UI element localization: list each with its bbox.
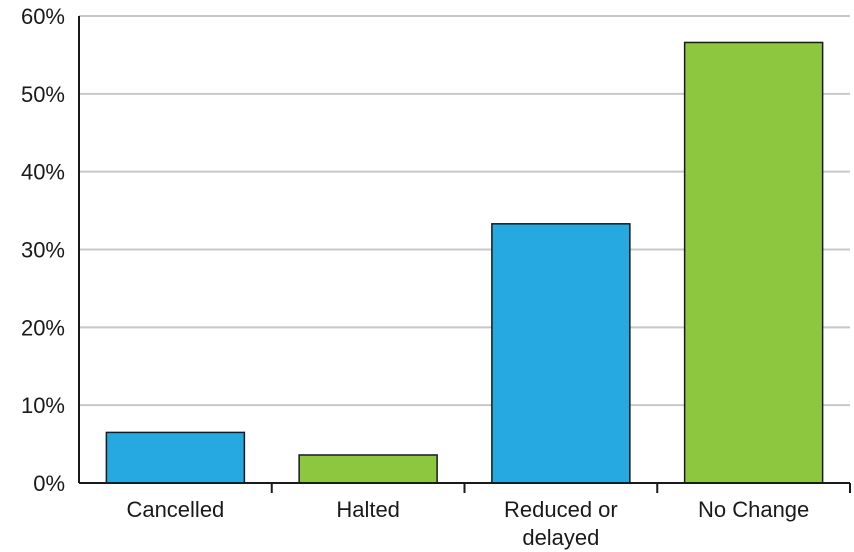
y-tick-labels: 0% 10% 20% 30% 40% 50% 60%: [21, 4, 65, 496]
y-tick-label: 60%: [21, 4, 65, 29]
y-tick-label: 20%: [21, 315, 65, 340]
bars: [105, 41, 824, 484]
bar: [298, 454, 438, 484]
bar: [491, 223, 631, 484]
y-tick-label: 10%: [21, 393, 65, 418]
category-label: No Change: [698, 497, 809, 522]
category-label: Halted: [336, 497, 400, 522]
y-tick-label: 30%: [21, 238, 65, 263]
y-tick-label: 40%: [21, 160, 65, 185]
bar: [683, 41, 824, 484]
category-label: Reduced or delayed: [504, 497, 618, 550]
axes: [78, 16, 851, 493]
category-label: Cancelled: [126, 497, 224, 522]
y-tick-label: 50%: [21, 82, 65, 107]
y-tick-label: 0%: [33, 471, 65, 496]
bar: [105, 431, 246, 484]
category-labels: Cancelled Halted Reduced or delayed No Chang…: [126, 497, 809, 550]
